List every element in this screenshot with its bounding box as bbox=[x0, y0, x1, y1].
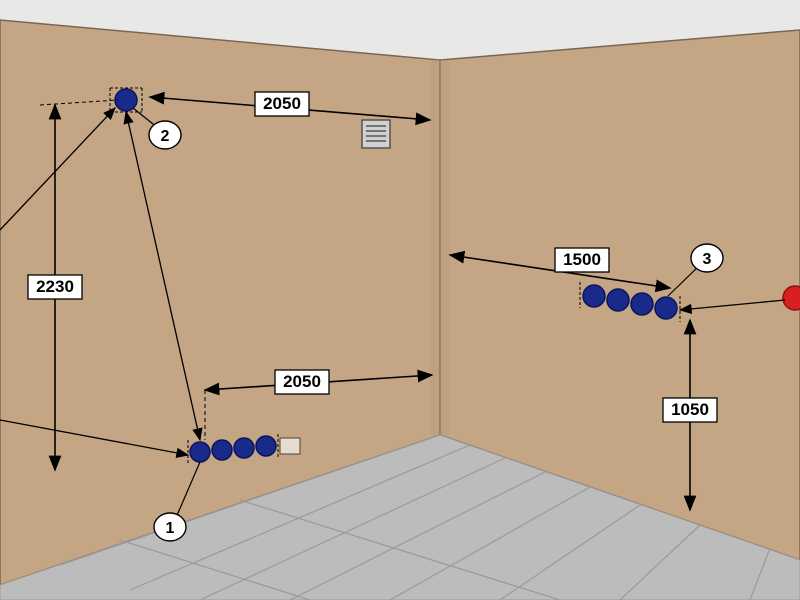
vent-icon bbox=[362, 120, 390, 148]
dim-2050-bottom-label: 2050 bbox=[283, 372, 321, 391]
callout-1-label: 1 bbox=[166, 520, 175, 537]
callout-3-label: 3 bbox=[703, 251, 712, 268]
dim-1500-label: 1500 bbox=[563, 250, 601, 269]
outlet-red bbox=[783, 286, 800, 310]
dim-2230-label: 2230 bbox=[36, 277, 74, 296]
dim-1050-label: 1050 bbox=[671, 400, 709, 419]
room-diagram: 2230 2050 2050 1500 1050 bbox=[0, 0, 800, 600]
corner-shade bbox=[430, 60, 450, 435]
callout-2-label: 2 bbox=[161, 128, 170, 145]
dim-2050-top-label: 2050 bbox=[263, 94, 301, 113]
